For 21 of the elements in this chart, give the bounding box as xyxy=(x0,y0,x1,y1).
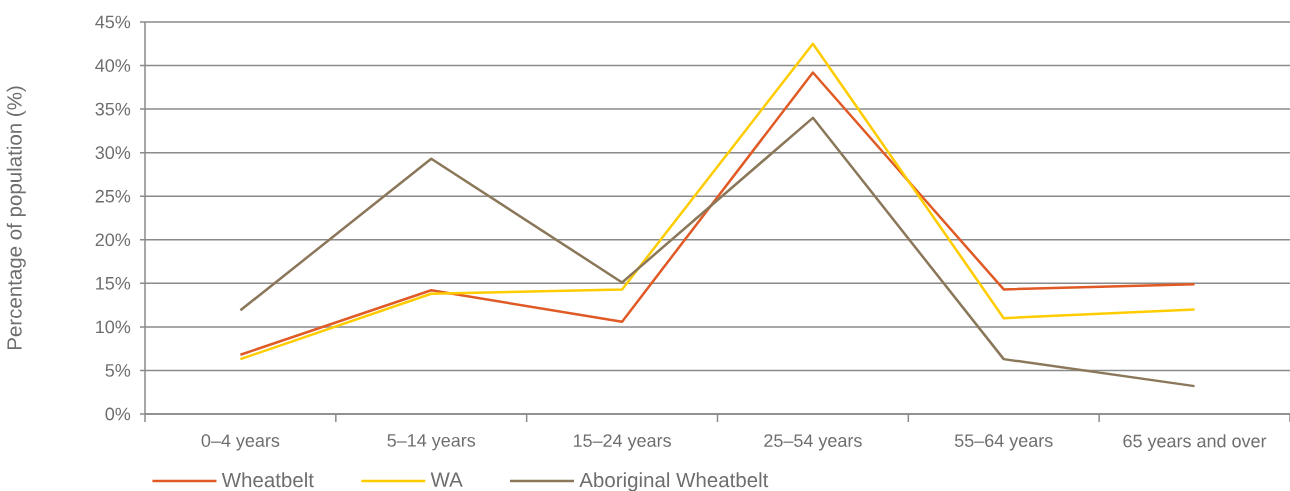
legend-label: Aboriginal Wheatbelt xyxy=(579,472,769,491)
y-tick-label: 15% xyxy=(96,276,131,290)
y-tick-label: 40% xyxy=(95,59,131,72)
y-tick-label: 0% xyxy=(105,407,131,421)
legend-label: Wheatbelt xyxy=(221,472,314,488)
line-series xyxy=(239,116,1196,388)
x-tick-label: 0–4 years xyxy=(201,434,280,451)
x-tick-label: 55–64 years xyxy=(954,434,1053,451)
y-tick-label: 20% xyxy=(95,233,131,247)
x-tick-label: 65 years and over xyxy=(1123,434,1267,451)
y-axis-title: Percentage of population (%) xyxy=(6,86,26,350)
y-tick-label: 10% xyxy=(96,320,131,334)
x-tick-label: 25–54 years xyxy=(764,434,862,451)
y-tick-label: 25% xyxy=(95,189,131,203)
x-tick-label: 15–24 years xyxy=(573,434,671,451)
legend-label: WA xyxy=(430,472,463,487)
y-tick-label: 35% xyxy=(95,102,131,116)
x-tick-label: 5–14 years xyxy=(387,434,476,451)
y-tick-label: 45% xyxy=(95,15,131,29)
y-tick-label: 30% xyxy=(95,146,131,160)
y-tick-label: 5% xyxy=(105,364,131,377)
